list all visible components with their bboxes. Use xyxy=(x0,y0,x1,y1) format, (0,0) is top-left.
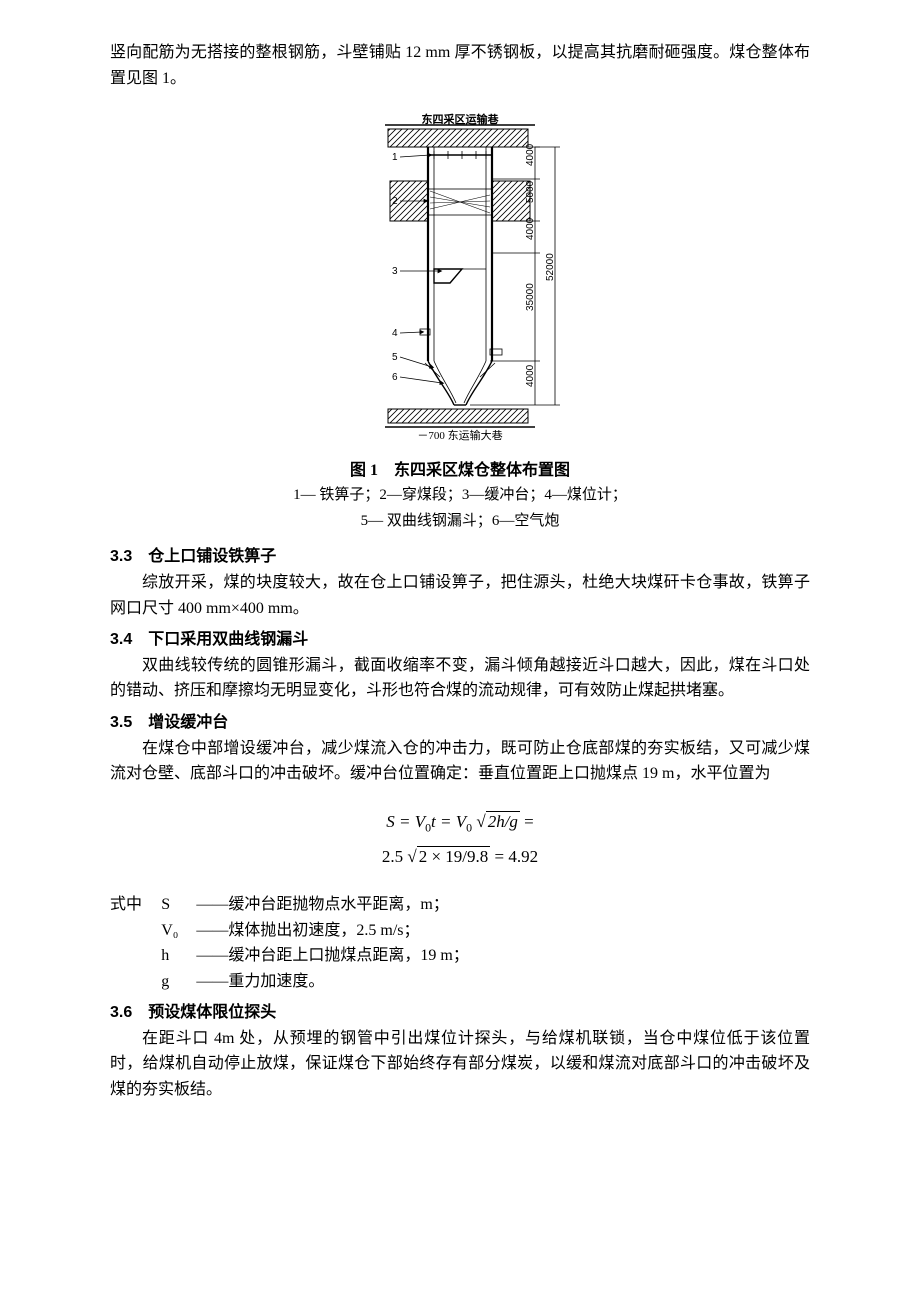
intro-paragraph: 竖向配筋为无搭接的整根钢筋，斗壁铺贴 12 mm 厚不锈钢板，以提高其抗磨耐砸强… xyxy=(110,40,810,91)
dim-silo: 35000 xyxy=(525,283,536,311)
body-3-3: 综放开采，煤的块度较大，故在仓上口铺设箅子，把住源头，杜绝大块煤矸卡仓事故，铁箅… xyxy=(110,570,810,621)
dim-coal: 5000 xyxy=(525,181,536,204)
where-text: ——重力加速度。 xyxy=(196,969,810,995)
heading-3-4: 3.4 下口采用双曲线钢漏斗 xyxy=(110,627,810,653)
heading-3-6-num: 3.6 xyxy=(110,1004,132,1021)
where-row: 式中 S ——缓冲台距抛物点水平距离，m； xyxy=(110,892,810,918)
dim-funnel: 4000 xyxy=(525,365,536,388)
figure-1-title: 图 1 东四采区煤仓整体布置图 xyxy=(110,458,810,484)
heading-3-5: 3.5 增设缓冲台 xyxy=(110,710,810,736)
heading-3-6-title: 预设煤体限位探头 xyxy=(148,1004,276,1021)
callout-2: 2 xyxy=(392,196,398,207)
where-text: ——缓冲台距上口抛煤点距离，19 m； xyxy=(196,943,810,969)
where-row: h ——缓冲台距上口抛煤点距离，19 m； xyxy=(110,943,810,969)
where-text: ——煤体抛出初速度，2.5 m/s； xyxy=(196,918,810,944)
callout-6: 6 xyxy=(392,372,398,383)
heading-3-3: 3.3 仓上口铺设铁箅子 xyxy=(110,544,810,570)
heading-3-5-num: 3.5 xyxy=(110,714,132,731)
where-prefix: 式中 xyxy=(110,892,161,918)
dim-top: 4000 xyxy=(525,144,536,167)
heading-3-3-title: 仓上口铺设铁箅子 xyxy=(148,548,276,565)
figure-1-legend-2: 5— 双曲线钢漏斗；6—空气炮 xyxy=(110,509,810,535)
callout-3: 3 xyxy=(392,266,398,277)
callout-4: 4 xyxy=(392,328,398,339)
where-row: V₀ ——煤体抛出初速度，2.5 m/s； xyxy=(110,918,810,944)
heading-3-6: 3.6 预设煤体限位探头 xyxy=(110,1000,810,1026)
dim-gap: 4000 xyxy=(525,218,536,241)
where-sym: h xyxy=(161,943,196,969)
formula-S: S = V0t = V0 √2h/g = 2.5 √2 × 19/9.8 = 4… xyxy=(110,805,810,874)
figure-1: 东四采区运输巷 xyxy=(110,111,810,534)
where-row: g ——重力加速度。 xyxy=(110,969,810,995)
where-sym: g xyxy=(161,969,196,995)
fig-top-label: 东四采区运输巷 xyxy=(422,112,500,126)
fig-bottom-label: －700 东运输大巷 xyxy=(417,428,502,441)
body-3-5: 在煤仓中部增设缓冲台，减少煤流入仓的冲击力，既可防止仓底部煤的夯实板结，又可减少… xyxy=(110,736,810,787)
where-sym: S xyxy=(161,892,196,918)
heading-3-3-num: 3.3 xyxy=(110,548,132,565)
where-list: 式中 S ——缓冲台距抛物点水平距离，m； V₀ ——煤体抛出初速度，2.5 m… xyxy=(110,892,810,994)
heading-3-5-title: 增设缓冲台 xyxy=(148,714,228,731)
heading-3-4-title: 下口采用双曲线钢漏斗 xyxy=(148,631,308,648)
callout-5: 5 xyxy=(392,352,398,363)
figure-1-legend-1: 1— 铁箅子；2—穿煤段；3—缓冲台；4—煤位计； xyxy=(110,483,810,509)
callout-1: 1 xyxy=(392,152,398,163)
where-sym: V₀ xyxy=(161,918,196,944)
heading-3-4-num: 3.4 xyxy=(110,631,132,648)
dim-total: 52000 xyxy=(545,253,556,281)
body-3-6: 在距斗口 4m 处，从预埋的钢管中引出煤位计探头，与给煤机联锁，当仓中煤位低于该… xyxy=(110,1026,810,1103)
figure-1-diagram: 东四采区运输巷 xyxy=(330,111,590,441)
body-3-4: 双曲线较传统的圆锥形漏斗，截面收缩率不变，漏斗倾角越接近斗口越大，因此，煤在斗口… xyxy=(110,653,810,704)
where-text: ——缓冲台距抛物点水平距离，m； xyxy=(196,892,810,918)
